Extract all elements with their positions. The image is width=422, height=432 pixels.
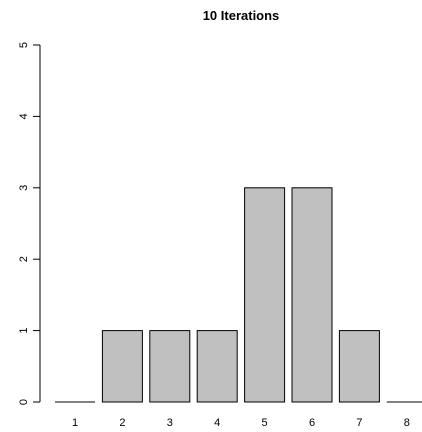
bar-3 [149,330,191,403]
x-tick-label-3: 3 [167,417,173,429]
x-axis-labels: 1 2 3 4 5 6 7 8 [72,417,410,429]
bar-4 [196,330,238,403]
chart-title: 10 Iterations [203,8,280,23]
x-tick-label-4: 4 [214,417,220,429]
bar-2 [101,330,143,403]
bar-5 [244,187,286,403]
y-tick-label-5: 5 [18,42,30,48]
x-tick-label-1: 1 [72,417,78,429]
x-tick-label-7: 7 [356,417,362,429]
x-tick-label-6: 6 [309,417,315,429]
bar-7 [338,330,380,403]
y-tick-label-3: 3 [18,185,30,191]
y-tick-label-1: 1 [18,328,30,334]
bars [55,187,422,403]
y-tick-label-2: 2 [18,256,30,262]
y-axis: 0 1 2 3 4 5 [18,42,41,405]
x-tick-label-5: 5 [262,417,268,429]
y-tick-label-0: 0 [18,399,30,405]
x-tick-label-8: 8 [404,417,410,429]
x-tick-label-2: 2 [119,417,125,429]
y-tick-label-4: 4 [18,113,30,119]
bar-6 [291,187,333,403]
